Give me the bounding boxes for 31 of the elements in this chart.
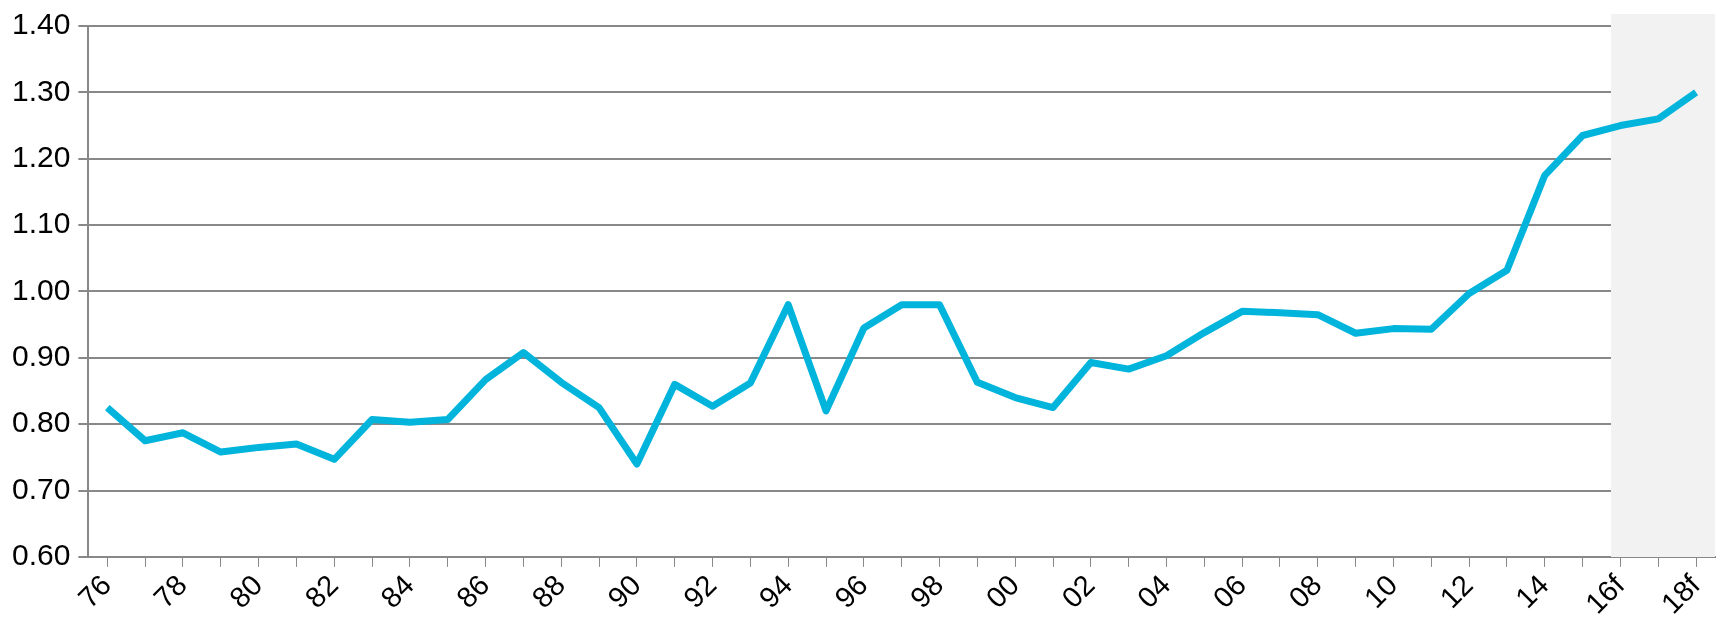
x-tick-label: 16f: [1579, 567, 1631, 620]
y-tick-label: 1.00: [12, 272, 71, 306]
x-tick-label: 98: [903, 568, 950, 614]
x-tick-label: 82: [298, 568, 345, 614]
x-tick-label: 92: [677, 568, 723, 614]
x-tick-label: 86: [450, 568, 496, 614]
y-tick-label: 1.20: [12, 139, 71, 173]
x-tick-label: 02: [1055, 568, 1101, 614]
y-tick-label: 1.40: [12, 7, 71, 41]
x-tick-label: 76: [71, 568, 118, 614]
x-tick-label: 10: [1357, 568, 1404, 614]
x-tick-label: 14: [1509, 568, 1555, 614]
y-tick-label: 0.70: [12, 471, 71, 505]
x-tick-label: 94: [752, 568, 799, 614]
x-tick-label: 90: [601, 568, 647, 614]
x-tick-label: 04: [1130, 568, 1177, 614]
x-tick-label: 12: [1433, 568, 1480, 614]
x-tick-label: 84: [374, 568, 420, 614]
y-tick-label: 0.60: [12, 538, 71, 572]
x-tick-label: 06: [1206, 568, 1253, 614]
x-tick-label: 18f: [1654, 567, 1707, 620]
x-tick-label: 08: [1282, 568, 1328, 614]
y-tick-label: 0.80: [12, 405, 71, 439]
x-tick-label: 96: [828, 568, 874, 614]
x-tick-label: 88: [525, 568, 572, 614]
x-tick-label: 78: [147, 568, 193, 614]
y-tick-label: 0.90: [12, 339, 71, 373]
x-tick-label: 00: [979, 568, 1026, 614]
y-tick-label: 1.10: [12, 206, 71, 240]
y-tick-label: 1.30: [12, 73, 71, 107]
x-tick-label: 80: [223, 568, 269, 614]
